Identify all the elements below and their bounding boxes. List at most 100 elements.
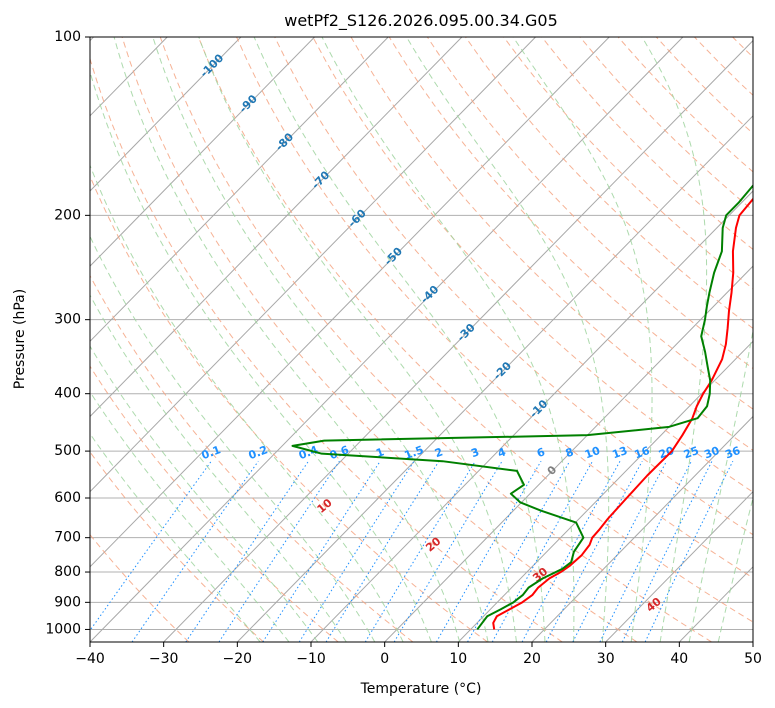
isotherm-line [310,190,753,642]
mixing-ratio-label: 2 [433,445,445,460]
mixing-ratio-label: 4 [496,445,508,460]
isotherm-line [236,115,753,642]
y-tick-label: 500 [54,443,81,459]
mixing-ratio-lines [90,460,734,642]
x-tick-label: 20 [523,651,541,667]
y-tick-label: 1000 [45,621,81,637]
mixing-ratio-line [572,460,668,642]
mixing-ratio-label: 25 [682,444,701,461]
isotherm-line [384,265,753,642]
moist-adiabat-line [90,294,347,642]
x-tick-label: 40 [670,651,688,667]
moist-adiabat-line [152,37,489,642]
mixing-ratio-label: 13 [610,444,629,461]
dry-adiabat-line [426,37,753,370]
x-tick-label: 30 [597,651,615,667]
mixing-ratio-label: 36 [723,444,742,462]
dry-adiabat-line [121,37,638,642]
moist-adiabat-line [321,37,575,642]
x-axis-label: Temperature (°C) [360,681,482,697]
dry-adiabat-line [90,451,264,642]
mixing-ratio-label: 3 [469,445,481,460]
mixing-ratio-label: 6 [535,445,547,460]
dry-adiabat-line [388,37,753,410]
y-axis-ticks: 1000 900 800 700 600 500 400 300 200 100 [45,29,90,637]
x-tick-label: −10 [296,651,326,667]
moist-adiabat-line [90,235,376,642]
dewpoint-trace [291,184,753,631]
isotherm-grid [90,37,753,642]
dry-adiabat-line [90,56,563,642]
dry-adiabat-line [350,37,753,451]
isotherm-line [90,37,242,192]
x-tick-label: 0 [380,651,389,667]
x-tick-label: −30 [149,651,179,667]
moist-adiabat-line [90,345,319,642]
y-tick-label: 600 [54,490,81,506]
plot-frame [89,36,754,643]
y-tick-label: 100 [54,29,81,45]
moist-adiabat-line [90,390,290,642]
moist-adiabat-line [90,432,261,642]
x-tick-label: −20 [223,651,253,667]
x-tick-label: −40 [75,651,105,667]
y-tick-label: 800 [54,564,81,580]
mixing-ratio-line [545,460,643,642]
isotherm-line [90,37,389,343]
mixing-ratio-line [644,460,734,642]
x-axis-ticks: −40 −30 −20 −10 0 10 20 30 40 50 [75,642,762,667]
y-tick-label: 700 [54,530,81,546]
chart-title: wetPf2_S126.2026.095.00.34.G05 [284,11,558,31]
isotherm-line [90,37,315,267]
x-tick-label: 50 [744,651,762,667]
y-tick-label: 900 [54,594,81,610]
mixing-ratio-label: 30 [702,444,721,462]
isotherm-line [605,490,753,642]
y-tick-label: 400 [54,386,81,402]
dry-adiabat-line [312,37,753,493]
mixing-ratio-line [491,460,593,642]
isotherm-line [90,37,684,642]
isotherm-line [90,37,610,568]
mixing-ratio-label: 1.5 [403,443,426,462]
x-tick-label: 10 [449,651,467,667]
dry-adiabat-line [274,37,753,536]
mixing-ratio-label: 0.6 [328,443,351,462]
mixing-ratio-label: 16 [633,444,652,462]
mixing-ratio-line [621,460,713,642]
isotherm-line [531,415,753,642]
isotherm-line [457,340,753,642]
dry-adiabat-line [90,274,414,642]
moist-adiabat-line [113,37,461,642]
mixing-ratio-line [325,460,440,642]
isotherm-line [90,37,536,493]
mixing-ratio-line [599,460,692,642]
sounding-traces [291,184,753,631]
mixing-ratio-line [298,460,415,642]
moist-adiabat-line [641,37,708,642]
moist-adiabat-line [717,496,753,642]
mixing-ratio-line [90,460,212,632]
isotherm-line [163,39,753,642]
mixing-ratio-label: 0.2 [247,443,270,462]
dry-adiabat-line [90,365,339,642]
mixing-ratio-label: 10 [583,444,602,462]
moist-adiabat-line [198,37,517,642]
mixing-ratio-labels: 0.1 0.2 0.4 0.6 1 1.5 2 3 4 6 8 10 13 16… [200,443,743,462]
mixing-ratio-label: 0.1 [200,443,223,462]
moist-adiabat-line [90,164,404,642]
mixing-ratio-line [521,460,621,642]
mixing-ratio-label: 1 [374,445,386,460]
dry-adiabat-line [236,37,753,579]
dry-adiabat-line [90,174,488,642]
dry-adiabat-line [197,37,753,623]
moist-adiabat-line [406,37,610,642]
y-tick-label: 300 [54,312,81,328]
mixing-ratio-line [467,460,571,642]
y-tick-label: 200 [54,207,81,223]
mixing-ratio-line [364,460,476,642]
mixing-ratio-label: 20 [657,444,676,462]
moist-adiabat-line [512,37,653,642]
